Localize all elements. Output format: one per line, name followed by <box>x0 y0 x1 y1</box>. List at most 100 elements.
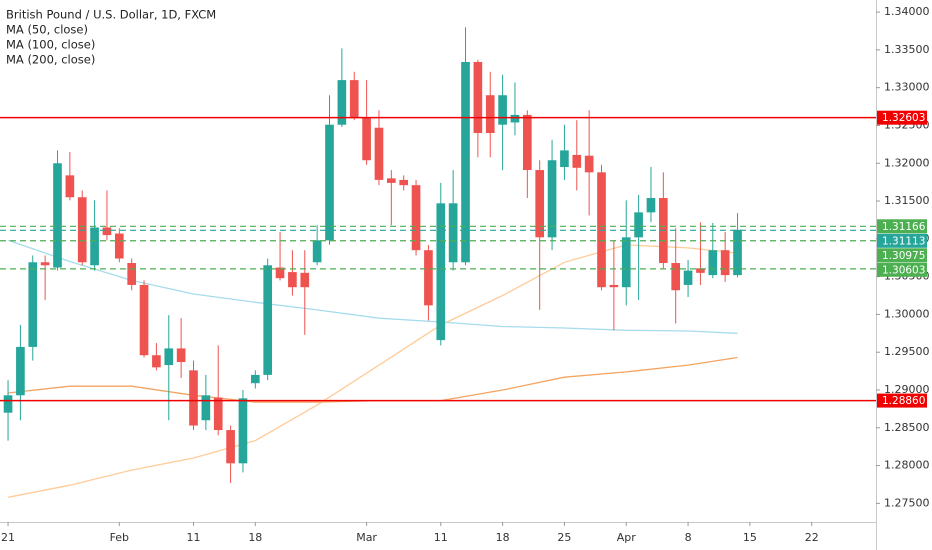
x-tick-label: 18 <box>496 531 510 544</box>
candle-body <box>288 272 297 288</box>
y-tick-label: 1.33000 <box>884 81 930 94</box>
y-tick-label: 1.30000 <box>884 307 930 320</box>
axes: 1.340001.335001.330001.325001.320001.315… <box>1 5 929 544</box>
x-tick-label: 8 <box>685 531 692 544</box>
candle-body <box>696 268 705 273</box>
candle-body <box>362 117 371 161</box>
x-tick-label: 25 <box>557 531 571 544</box>
x-tick-label: 21 <box>1 531 15 544</box>
candle-body <box>349 80 359 118</box>
price-level-tag <box>877 233 927 248</box>
y-tick-label: 1.28000 <box>884 459 930 472</box>
candle-body <box>40 262 50 266</box>
candle-body <box>102 227 112 236</box>
candle-body <box>275 267 285 279</box>
candle-body <box>337 80 347 125</box>
candle-body <box>139 284 149 356</box>
candle-body <box>263 265 273 375</box>
candle-body <box>189 370 198 426</box>
candle-body <box>127 263 137 285</box>
candle-body <box>325 124 334 241</box>
candle-body <box>374 127 384 180</box>
y-tick-label: 1.29000 <box>884 383 930 396</box>
chart-title: British Pound / U.S. Dollar, 1D, FXCM <box>6 8 216 22</box>
price-level-tag <box>877 110 927 125</box>
candle-body <box>53 163 62 268</box>
candle-body <box>114 233 124 259</box>
candle-body <box>671 263 681 291</box>
price-level-tag <box>877 219 927 234</box>
x-tick-label: 18 <box>248 531 262 544</box>
x-tick-label: 15 <box>743 531 757 544</box>
x-tick-label: Feb <box>110 531 129 544</box>
y-tick-label: 1.33500 <box>884 43 930 56</box>
candle-body <box>621 237 631 288</box>
candle-body <box>250 374 260 384</box>
candle-body <box>572 154 582 168</box>
legend-entry: MA (100, close) <box>6 38 95 52</box>
candle-body <box>683 270 693 285</box>
price-level-label: 1.30975 <box>882 250 925 262</box>
candle-body <box>436 203 446 341</box>
candle-body <box>312 240 322 263</box>
price-level-label: 1.32603 <box>882 112 925 124</box>
candle-body <box>609 284 619 288</box>
price-level-label: 1.30603 <box>882 264 925 276</box>
plot-area <box>0 27 876 498</box>
candle-body <box>708 250 718 276</box>
candle-body <box>424 250 433 306</box>
candle-body <box>16 346 25 396</box>
candle-body <box>720 250 730 276</box>
candle-body <box>535 170 545 238</box>
candle-body <box>386 178 396 183</box>
price-level-tag <box>877 248 927 263</box>
price-level-label: 1.31113 <box>882 235 925 247</box>
legend-entry: MA (200, close) <box>6 53 95 67</box>
x-tick-label: 11 <box>186 531 200 544</box>
candle-body <box>547 160 557 238</box>
candle-body <box>510 114 520 123</box>
candle-body <box>65 175 75 198</box>
y-tick-label: 1.34000 <box>884 5 930 18</box>
x-tick-label: Apr <box>617 531 637 544</box>
candle-body <box>238 398 248 464</box>
candle-body <box>90 227 99 266</box>
y-tick-label: 1.29500 <box>884 345 930 358</box>
price-level-label: 1.28860 <box>882 395 925 407</box>
candle-body <box>300 272 310 288</box>
candle-body <box>584 155 594 173</box>
candle-body <box>485 95 495 134</box>
candle-body <box>646 198 656 213</box>
candle-body <box>473 61 483 134</box>
candle-body <box>733 229 742 276</box>
y-tick-label: 1.32000 <box>884 156 930 169</box>
x-tick-label: Mar <box>356 531 377 544</box>
candle-body <box>152 355 161 368</box>
x-tick-label: 22 <box>805 531 819 544</box>
candle-body <box>634 212 643 238</box>
legend: MA (50, close)MA (100, close)MA (200, cl… <box>6 23 95 67</box>
candle-body <box>560 150 569 168</box>
candle-body <box>201 395 211 421</box>
price-level-tag <box>877 262 927 277</box>
y-tick-label: 1.31500 <box>884 194 930 207</box>
candle-body <box>448 203 458 263</box>
y-tick-label: 1.27500 <box>884 496 930 509</box>
candle-body <box>461 61 470 263</box>
candle-body <box>176 348 186 363</box>
price-level-tag <box>877 393 927 408</box>
legend-entry: MA (50, close) <box>6 23 88 37</box>
candle-body <box>3 395 13 413</box>
candle-body <box>164 348 174 366</box>
candle-body <box>28 262 38 347</box>
candle-body <box>399 179 409 186</box>
candle-body <box>498 95 507 125</box>
price-level-label: 1.31166 <box>882 221 926 233</box>
x-tick-label: 11 <box>434 531 448 544</box>
candle-body <box>226 430 235 464</box>
candle-body <box>411 185 421 251</box>
candle-body <box>523 114 532 171</box>
y-tick-label: 1.28500 <box>884 421 930 434</box>
candle-body <box>213 397 223 431</box>
